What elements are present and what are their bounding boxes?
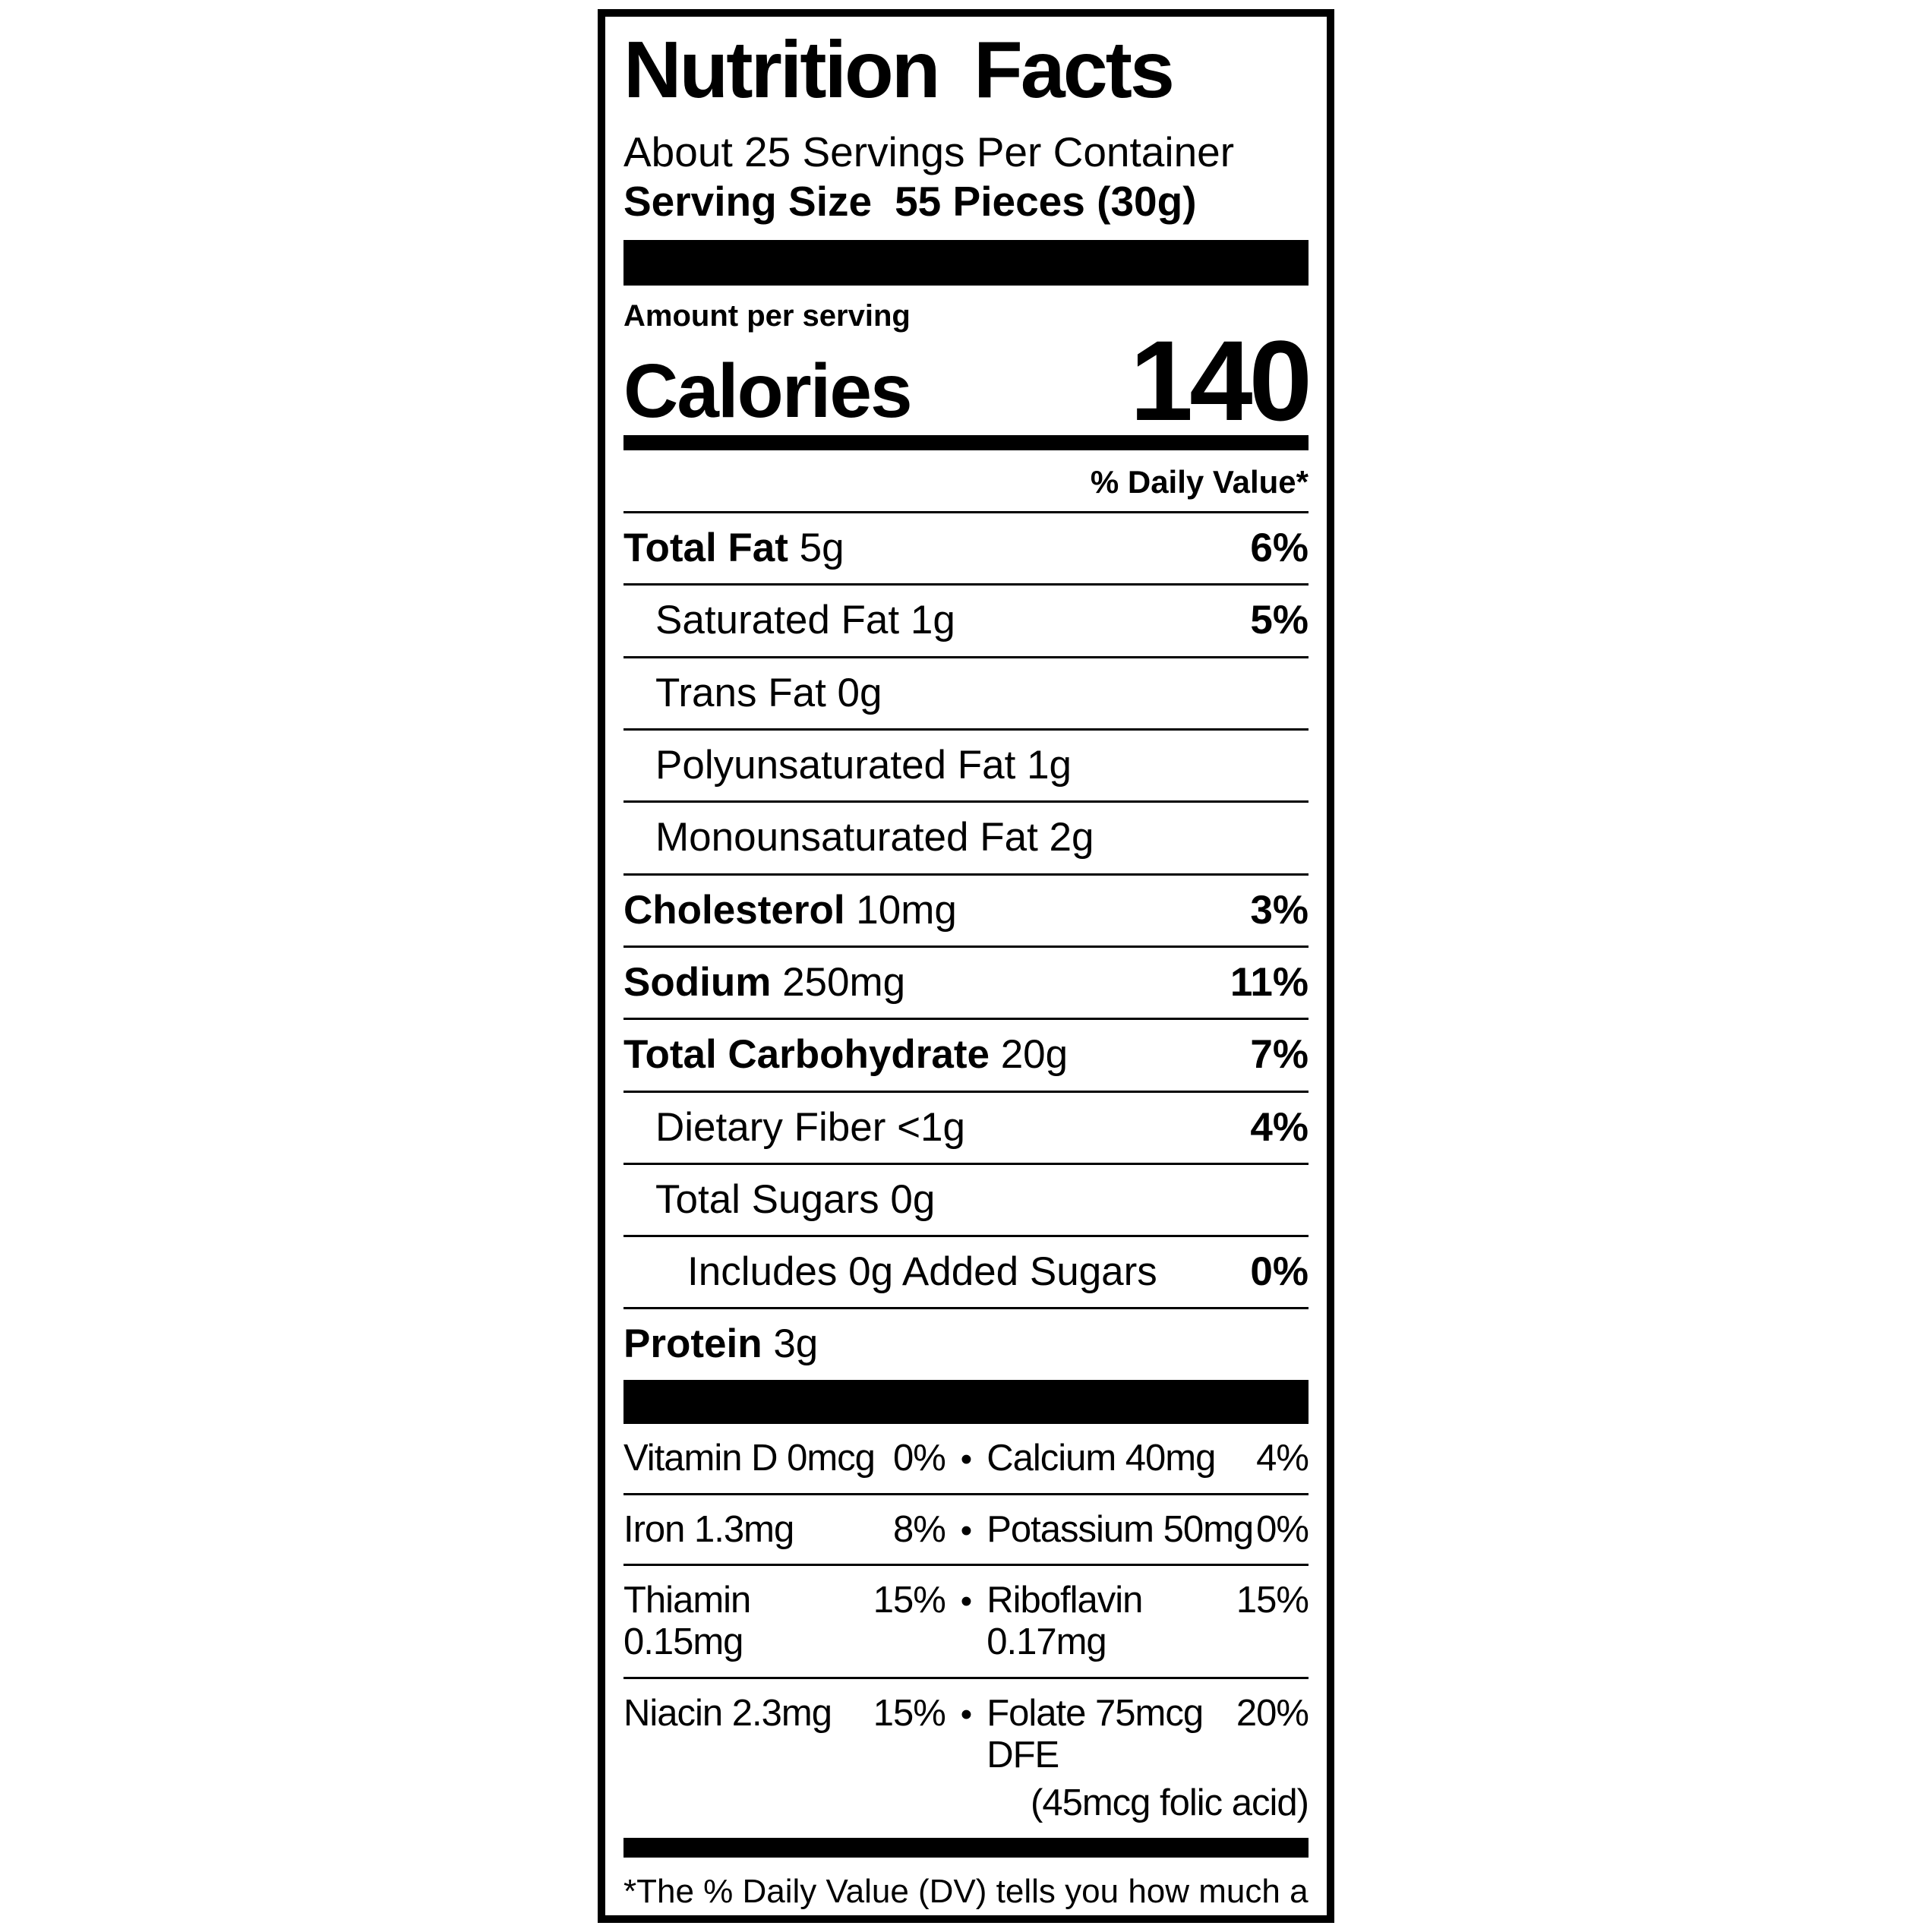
nutrient-dv: 5% <box>1250 598 1309 643</box>
label-title: Nutrition Facts <box>623 25 1175 115</box>
vitamin-right-cell: Potassium 50mg 0% <box>987 1509 1309 1551</box>
nutrient-row-monounsaturated-fat: Monounsaturated Fat 2g <box>623 803 1309 873</box>
separator-bar-medium <box>623 1837 1309 1858</box>
nutrient-name: Total Carbohydrate 20g <box>623 1032 1069 1078</box>
row-divider <box>623 1162 1309 1165</box>
nutrient-row-polyunsaturated-fat: Polyunsaturated Fat 1g <box>623 731 1309 800</box>
nutrient-dv: 6% <box>1250 526 1309 571</box>
row-divider <box>623 1492 1309 1495</box>
row-divider <box>623 1235 1309 1238</box>
nutrient-name: Protein 3g <box>623 1321 819 1367</box>
nutrient-row-total-sugars: Total Sugars 0g <box>623 1165 1309 1235</box>
row-divider <box>623 1307 1309 1310</box>
row-divider <box>623 800 1309 803</box>
vitamin-row-iron-potassium: Iron 1.3mg 8% • Potassium 50mg 0% <box>623 1495 1309 1564</box>
nutrient-name: Sodium 250mg <box>623 959 906 1005</box>
row-divider <box>623 1677 1309 1680</box>
vitamin-dv: 0% <box>892 1437 946 1479</box>
nutrient-name: Trans Fat 0g <box>655 670 882 715</box>
vitamin-name: Calcium 40mg <box>987 1437 1216 1479</box>
nutrient-name: Saturated Fat 1g <box>655 598 955 643</box>
vitamin-name: Iron 1.3mg <box>623 1508 794 1550</box>
row-divider <box>623 1018 1309 1021</box>
row-divider <box>623 945 1309 948</box>
calories-row: Calories 140 <box>623 317 1312 445</box>
vitamin-left-cell: Niacin 2.3mg 15% <box>623 1693 946 1735</box>
nutrient-dv: 4% <box>1250 1104 1309 1150</box>
serving-size-label: Serving Size <box>623 178 873 226</box>
row-divider <box>623 511 1309 514</box>
vitamin-name: Potassium 50mg <box>987 1508 1254 1550</box>
bullet-separator-icon: • <box>960 1511 972 1549</box>
servings-per-container: About 25 Servings Per Container <box>623 128 1235 176</box>
nutrient-name: Monounsaturated Fat 2g <box>655 815 1094 860</box>
nutrient-name: Includes 0g Added Sugars <box>687 1249 1157 1295</box>
serving-size-line: Serving Size 55 Pieces (30g) <box>623 177 1309 226</box>
nutrient-name: Total Fat 5g <box>623 526 844 571</box>
vitamin-right-cell: Calcium 40mg 4% <box>987 1438 1309 1479</box>
vitamin-row-d-calcium: Vitamin D 0mcg 0% • Calcium 40mg 4% <box>623 1424 1309 1493</box>
bullet-separator-icon: • <box>960 1583 972 1621</box>
vitamin-name: Vitamin D 0mcg <box>623 1437 876 1479</box>
vitamin-left-cell: Vitamin D 0mcg 0% <box>623 1437 946 1479</box>
row-divider <box>623 1564 1309 1567</box>
vitamin-name: Niacin 2.3mg <box>623 1693 832 1735</box>
vitamin-dv: 20% <box>1236 1693 1309 1735</box>
vitamin-left-cell: Thiamin 0.15mg 15% <box>623 1580 946 1663</box>
folate-folic-acid-note: (45mcg folic acid) <box>1031 1782 1309 1823</box>
bullet-separator-icon: • <box>960 1440 972 1478</box>
row-divider <box>623 583 1309 586</box>
vitamin-row-niacin-folate: Niacin 2.3mg 15% • Folate 75mcg DFE 20% … <box>623 1679 1309 1838</box>
vitamin-left-cell: Iron 1.3mg 8% <box>623 1508 946 1551</box>
nutrition-facts-label: Nutrition Facts About 25 Servings Per Co… <box>598 9 1334 1923</box>
vitamin-name: Folate 75mcg DFE <box>987 1693 1204 1776</box>
bullet-separator-icon: • <box>960 1696 972 1734</box>
nutrient-row-added-sugars: Includes 0g Added Sugars 0% <box>623 1237 1309 1307</box>
separator-bar-thick <box>623 240 1309 286</box>
row-divider <box>623 728 1309 731</box>
vitamin-dv: 0% <box>1256 1508 1309 1550</box>
calories-label: Calories <box>623 349 913 434</box>
nutrient-row-saturated-fat: Saturated Fat 1g 5% <box>623 586 1309 655</box>
nutrient-name: Dietary Fiber <1g <box>655 1104 965 1150</box>
nutrient-name: Polyunsaturated Fat 1g <box>655 743 1072 788</box>
nutrient-row-trans-fat: Trans Fat 0g <box>623 658 1309 728</box>
separator-bar-medium <box>623 435 1309 451</box>
nutrient-row-dietary-fiber: Dietary Fiber <1g 4% <box>623 1093 1309 1163</box>
nutrient-row-cholesterol: Cholesterol 10mg 3% <box>623 876 1309 945</box>
separator-bar-thick <box>623 1379 1309 1424</box>
nutrient-dv: 3% <box>1250 887 1309 933</box>
amount-per-serving: Amount per serving <box>623 299 911 333</box>
vitamin-right-main: Folate 75mcg DFE 20% <box>987 1693 1309 1776</box>
vitamin-dv: 15% <box>873 1693 946 1735</box>
nutrient-row-protein: Protein 3g <box>623 1309 1309 1379</box>
nutrient-name: Cholesterol 10mg <box>623 887 957 933</box>
vitamin-dv: 15% <box>1236 1580 1309 1621</box>
nutrient-row-sodium: Sodium 250mg 11% <box>623 948 1309 1018</box>
vitamin-name: Riboflavin 0.17mg <box>987 1580 1143 1663</box>
vitamin-row-thiamin-riboflavin: Thiamin 0.15mg 15% • Riboflavin 0.17mg 1… <box>623 1566 1309 1677</box>
calories-value: 140 <box>1129 317 1312 445</box>
row-divider <box>623 655 1309 658</box>
vitamin-dv: 4% <box>1256 1437 1309 1479</box>
nutrient-name: Total Sugars 0g <box>655 1176 936 1222</box>
serving-size-value: 55 Pieces (30g) <box>895 178 1197 226</box>
vitamin-right-cell: Folate 75mcg DFE 20% (45mcg folic acid) <box>987 1693 1309 1824</box>
vitamin-dv: 15% <box>873 1580 946 1621</box>
nutrient-dv: 11% <box>1230 959 1309 1005</box>
row-divider <box>623 1090 1309 1093</box>
vitamin-right-cell: Riboflavin 0.17mg 15% <box>987 1580 1309 1663</box>
nutrient-row-total-fat: Total Fat 5g 6% <box>623 513 1309 583</box>
daily-value-header: % Daily Value* <box>1090 464 1309 500</box>
nutrient-dv: 0% <box>1250 1249 1309 1295</box>
nutrient-dv: 7% <box>1250 1032 1309 1078</box>
vitamin-dv: 8% <box>892 1508 946 1550</box>
nutrient-row-total-carbohydrate: Total Carbohydrate 20g 7% <box>623 1020 1309 1090</box>
row-divider <box>623 873 1309 876</box>
vitamin-name: Thiamin 0.15mg <box>623 1580 751 1663</box>
daily-value-footnote: *The % Daily Value (DV) tells you how mu… <box>623 1872 1309 1910</box>
